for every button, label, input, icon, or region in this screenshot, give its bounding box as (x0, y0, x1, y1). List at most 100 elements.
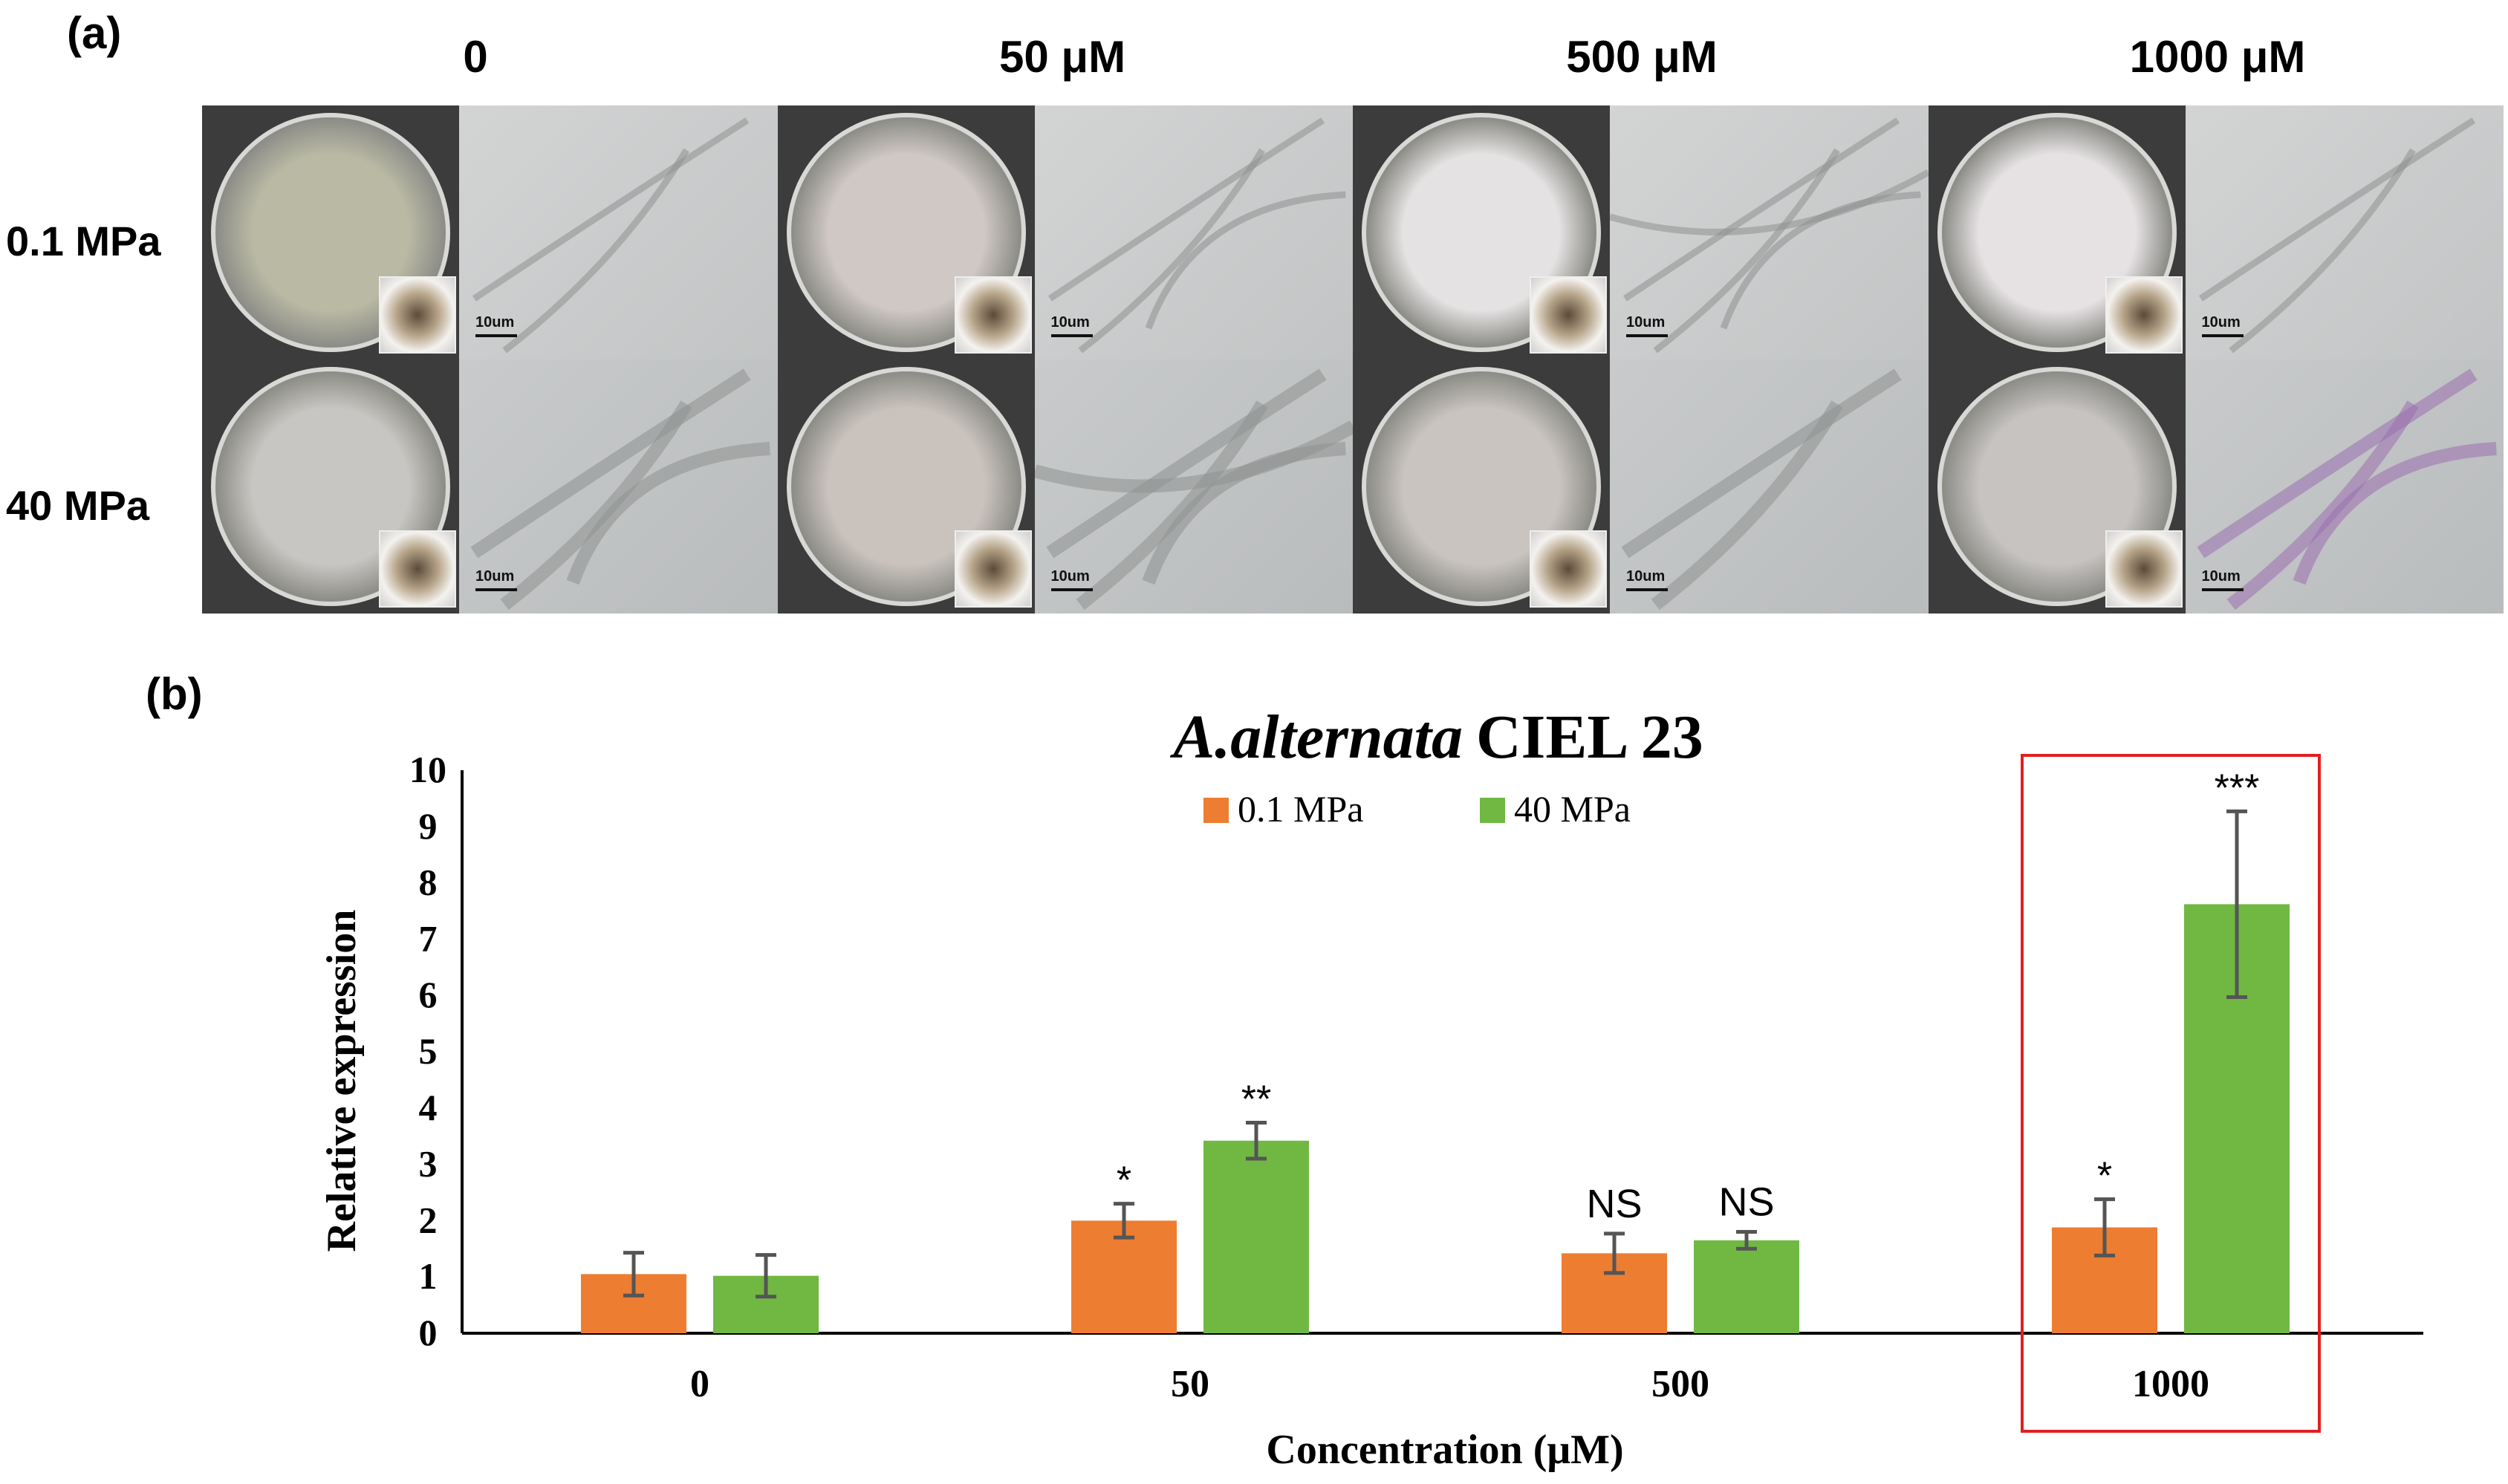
micrograph-image-0-1-mpa-500: 10um (1610, 105, 1929, 359)
petri-dish-image-40-mpa-0 (202, 359, 459, 614)
column-label-0: 0 (463, 32, 488, 82)
legend-label: 40 MPa (1514, 788, 1631, 830)
hypha (2198, 117, 2475, 302)
significance-label: *** (2215, 767, 2260, 810)
colony (1937, 367, 2177, 606)
hyphae-drawing (470, 368, 770, 611)
x-axis-label: Concentration (μM) (1266, 1427, 1623, 1473)
hypha (1076, 400, 1268, 611)
chart-title: A.alternata CIEL 23 (1169, 703, 1703, 772)
x-tick-label: 50 (1171, 1363, 1209, 1405)
bars: *NS***NS*** (581, 754, 2321, 1433)
y-tick-label: 3 (419, 1143, 438, 1185)
y-tick-label: 4 (419, 1087, 438, 1128)
legend-swatch (1203, 798, 1229, 823)
hyphae-drawing (472, 117, 750, 354)
micrograph-image-40-mpa-1000: 10um (2185, 359, 2504, 614)
significance-label: NS (1718, 1180, 1774, 1225)
x-tick-label: 500 (1651, 1363, 1709, 1405)
y-tick-label: 9 (419, 805, 438, 847)
scale-bar-label: 10um (2201, 568, 2241, 585)
hypha (1145, 191, 1346, 330)
y-tick-label: 2 (419, 1199, 438, 1240)
hypha (1047, 117, 1325, 302)
column-label-1000: 1000 μM (2129, 32, 2306, 82)
petri-dish-image-0-1-mpa-1000 (1928, 105, 2186, 359)
colony-reverse-inset (379, 276, 456, 354)
panel-a-label: (a) (67, 8, 122, 58)
hypha (2228, 148, 2416, 354)
hypha (1622, 117, 1900, 302)
scale-bar-label: 10um (1050, 314, 1090, 331)
column-label-500: 500 μM (1566, 32, 1718, 82)
scale-bar (475, 334, 517, 337)
hyphae-drawing (1047, 117, 1346, 354)
x-tick-label: 1000 (2132, 1363, 2209, 1405)
hypha (2196, 368, 2478, 559)
colony-reverse-inset (954, 530, 1032, 608)
hypha (1651, 400, 1843, 611)
scale-bar (475, 588, 517, 591)
scale-bar (1050, 588, 1093, 591)
hyphae-drawing (1621, 368, 1902, 611)
significance-label: * (2097, 1155, 2112, 1198)
y-tick-label: 10 (409, 749, 446, 790)
scale-bar-label: 10um (1050, 568, 1090, 585)
micrograph-image-40-mpa-0: 10um (459, 359, 778, 614)
scale-bar-label: 10um (475, 568, 515, 585)
chart-title-italic: A.alternata (1169, 703, 1463, 772)
hyphae-drawing (2196, 368, 2497, 611)
hypha (1034, 420, 1353, 493)
scale-bar (1626, 588, 1668, 591)
colony-reverse-inset (1530, 530, 1607, 608)
hypha (1077, 148, 1265, 354)
bar (1694, 1240, 1799, 1333)
micrograph-image-0-1-mpa-0: 10um (459, 105, 778, 359)
micrograph-image-0-1-mpa-1000: 10um (2185, 105, 2504, 359)
row-label-0-1-mpa: 0.1 MPa (6, 218, 161, 264)
hypha (1610, 169, 1929, 235)
y-tick-label: 1 (419, 1255, 438, 1297)
hypha (1045, 368, 1327, 559)
petri-dish-image-0-1-mpa-50 (777, 105, 1035, 359)
y-tick-label: 8 (419, 862, 438, 903)
y-axis-label: Relative expression (319, 910, 365, 1252)
hyphae-drawing (1610, 117, 1929, 354)
hypha (2293, 442, 2497, 585)
y-tick-label: 0 (419, 1312, 438, 1353)
scale-bar-label: 10um (2201, 314, 2241, 331)
row-label-40-mpa: 40 MPa (6, 482, 149, 529)
hypha (566, 442, 770, 585)
scale-bar-label: 10um (1626, 314, 1666, 331)
scale-bar (1626, 334, 1668, 337)
colony-reverse-inset (954, 276, 1032, 354)
y-tick-label: 6 (419, 974, 438, 1015)
colony-reverse-inset (1530, 276, 1607, 354)
petri-dish-image-0-1-mpa-0 (202, 105, 459, 359)
scale-bar (1050, 334, 1093, 337)
scale-bar-label: 10um (1626, 568, 1666, 585)
micrograph-image-0-1-mpa-50: 10um (1034, 105, 1353, 359)
scale-bar (2201, 334, 2244, 337)
hypha (1653, 148, 1840, 354)
significance-label: ** (1241, 1078, 1271, 1122)
highlight-box (2021, 754, 2321, 1433)
y-tick-label: 7 (419, 917, 438, 959)
hypha (472, 117, 750, 302)
micrograph-image-40-mpa-500: 10um (1610, 359, 1929, 614)
hyphae-drawing (2198, 117, 2475, 354)
legend-label: 0.1 MPa (1238, 788, 1363, 830)
legend: 0.1 MPa 40 MPa (1203, 788, 1631, 830)
petri-dish-image-40-mpa-1000 (1928, 359, 2186, 614)
significance-label: NS (1586, 1182, 1642, 1226)
scale-bar (2201, 588, 2244, 591)
colony-reverse-inset (2105, 276, 2183, 354)
hypha (2226, 400, 2419, 611)
micrograph-image-40-mpa-50: 10um (1034, 359, 1353, 614)
colony-reverse-inset (379, 530, 456, 608)
petri-dish-image-0-1-mpa-500 (1353, 105, 1610, 359)
bar (1203, 1140, 1309, 1333)
hypha (500, 400, 692, 611)
